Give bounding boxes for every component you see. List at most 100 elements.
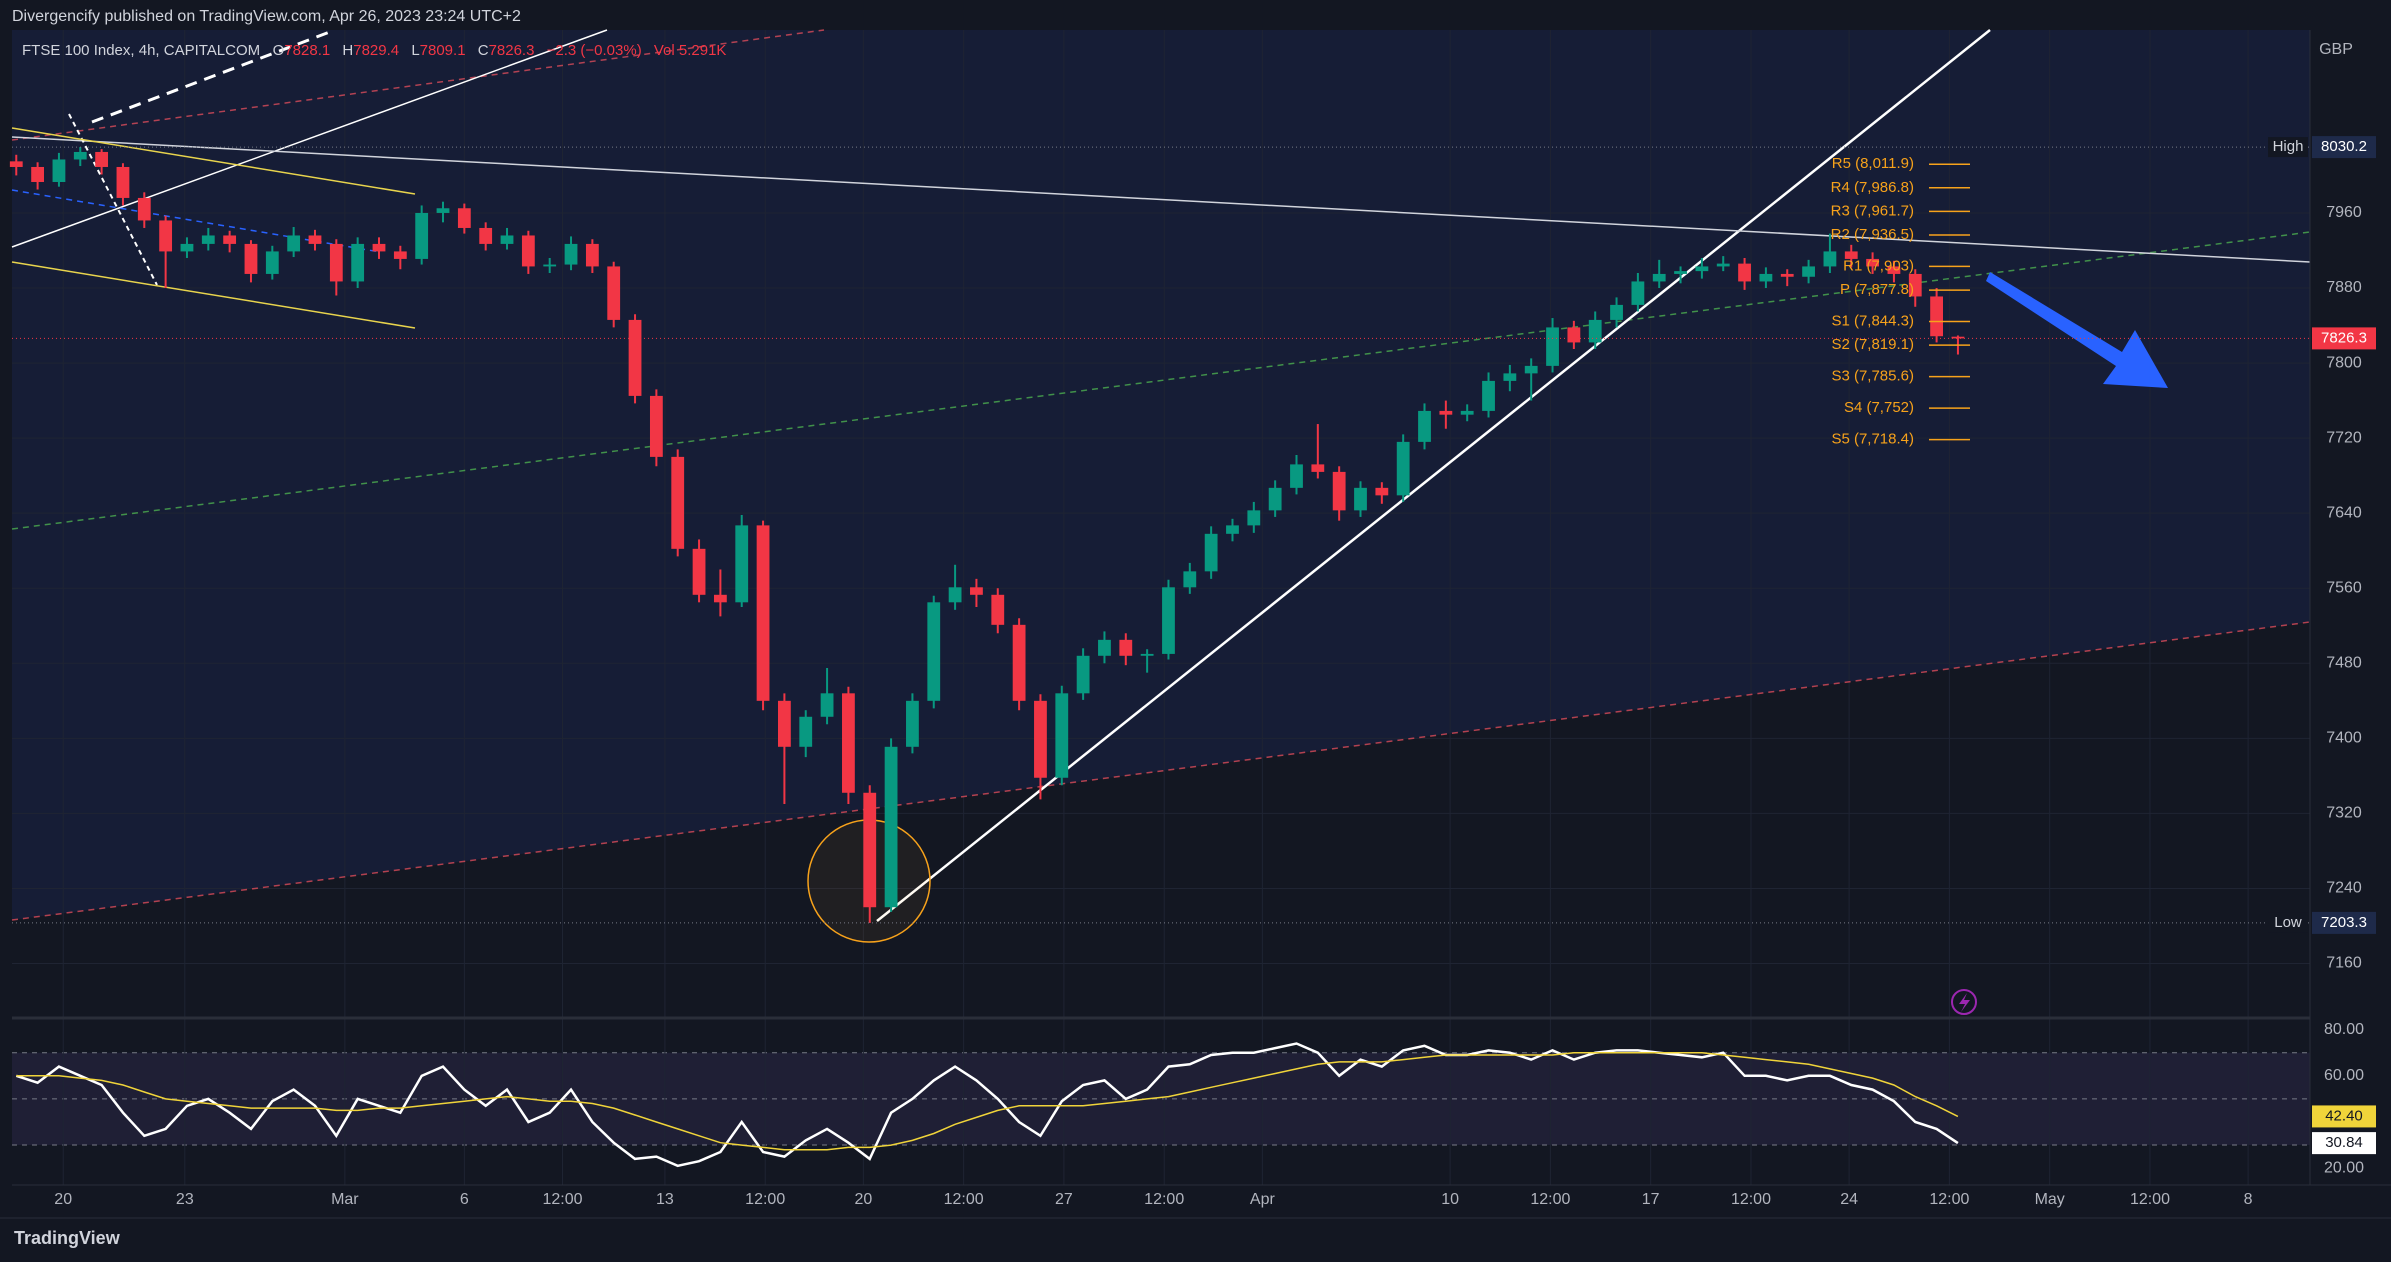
y-tick-label: 7720 <box>2326 429 2362 446</box>
candle-body <box>1759 273 1773 282</box>
x-tick-label: 6 <box>460 1191 469 1208</box>
pivot-label: P (7,877.8) <box>1840 281 1914 298</box>
candle-body <box>1375 487 1389 496</box>
low-value: 7203.3 <box>2321 914 2367 931</box>
candle-body <box>970 587 983 595</box>
candle-body <box>479 227 493 244</box>
pivot-label: S4 (7,752) <box>1844 399 1914 416</box>
candle-body <box>713 594 727 603</box>
candle-body <box>1567 327 1581 343</box>
candle-body <box>180 243 194 252</box>
brand: TradingView <box>14 1228 120 1248</box>
candle-body <box>607 266 621 320</box>
x-tick-label: 27 <box>1055 1191 1073 1208</box>
candle-body <box>1780 273 1794 277</box>
candle-body <box>521 235 535 267</box>
candle-body <box>756 525 770 701</box>
candle-body <box>9 161 23 167</box>
ohlc-label: C <box>477 42 489 59</box>
ohlc-label: L <box>411 42 420 59</box>
low-tag: Low <box>2274 914 2302 931</box>
candle-body <box>585 243 599 267</box>
x-tick-label: Mar <box>331 1191 359 1208</box>
y-tick-label: 7880 <box>2326 279 2362 296</box>
candle-body <box>1311 464 1325 472</box>
candle-body <box>1546 327 1559 366</box>
y-tick-label: 7560 <box>2326 579 2362 596</box>
candle-body <box>1439 410 1453 415</box>
candle-body <box>351 243 365 282</box>
candle-body <box>628 319 642 396</box>
candle-body <box>1652 273 1666 282</box>
candle-body <box>927 602 941 701</box>
x-tick-label: 13 <box>656 1191 674 1208</box>
candle-body <box>393 251 407 259</box>
candle-body <box>1674 271 1687 274</box>
candle-body <box>1844 251 1858 259</box>
candle-body <box>1268 487 1282 511</box>
x-tick-label: 10 <box>1441 1191 1459 1208</box>
high-value-bg <box>2312 136 2376 159</box>
ohlc-value: 7829.4 <box>353 42 400 59</box>
flag-upper <box>11 127 416 195</box>
candle-body <box>1588 319 1602 343</box>
pivot-label: S3 (7,785.6) <box>1831 368 1914 385</box>
y-tick-label: 7960 <box>2326 204 2362 221</box>
y-tick-label: 7400 <box>2326 730 2362 747</box>
x-tick-label: 24 <box>1840 1191 1858 1208</box>
value-label-bg <box>2312 1132 2376 1155</box>
candle-body <box>415 212 429 259</box>
candle-body <box>842 693 855 793</box>
candle-body <box>1162 587 1175 654</box>
alert-icon <box>1951 989 1977 1015</box>
candle-body <box>1823 251 1837 267</box>
x-tick-label: 8 <box>2244 1191 2253 1208</box>
candle-body <box>778 700 791 747</box>
publisher: Divergencify published on TradingView.co… <box>12 8 521 25</box>
channel-upper <box>11 29 825 141</box>
x-tick-label: 20 <box>854 1191 872 1208</box>
drawings <box>11 28 2311 1015</box>
candle-body <box>1951 336 1965 339</box>
x-tick-label: 20 <box>54 1191 72 1208</box>
candle-body <box>1076 655 1090 694</box>
candle-body <box>1226 525 1239 534</box>
white-trend <box>11 29 608 248</box>
pivot-label: S1 (7,844.3) <box>1831 312 1914 329</box>
marks: 7160 7240 7320 7400 7480 7560 7640 7720 7800 7880… <box>9 136 2376 1208</box>
candle-body <box>1887 266 1901 274</box>
candle-body <box>159 220 173 252</box>
x-tick-label: 12:00 <box>1144 1191 1184 1208</box>
last-price: 7826.3 <box>2321 329 2367 346</box>
candle-body <box>1482 380 1495 411</box>
x-tick-label: Apr <box>1250 1191 1276 1208</box>
candle-body <box>692 548 706 595</box>
arrow <box>1986 272 2168 388</box>
x-tick-label: 12:00 <box>1929 1191 1969 1208</box>
candle-body <box>308 235 322 244</box>
ohlc-label: O <box>272 42 285 59</box>
candle-body <box>1034 700 1047 778</box>
x-tick-label: 12:00 <box>1731 1191 1771 1208</box>
x-tick-label: 23 <box>176 1191 194 1208</box>
candle-body <box>735 525 749 603</box>
x-tick-label: 12:00 <box>745 1191 785 1208</box>
ohlc-value: 7828.1 <box>284 42 331 59</box>
candle-body <box>372 243 386 252</box>
candle-body <box>457 208 471 228</box>
resistance-trend <box>11 136 2311 263</box>
candle-body <box>137 197 151 221</box>
ohlc-value: 7826.3 <box>488 42 535 59</box>
pivot-label: R3 (7,961.7) <box>1831 202 1914 219</box>
candle-body <box>116 166 130 198</box>
x-tick-label: 12:00 <box>542 1191 582 1208</box>
y-tick-label: 7240 <box>2326 880 2362 897</box>
pivot-label: R1 (7,903) <box>1843 257 1914 274</box>
candle-body <box>1716 263 1730 267</box>
candle-body <box>1866 258 1879 267</box>
value-label: 30.84 <box>2325 1134 2363 1151</box>
candle-body <box>265 251 279 274</box>
candle-body <box>1140 653 1154 656</box>
ohlc-label: H <box>342 42 354 59</box>
candle-body <box>1503 373 1517 381</box>
